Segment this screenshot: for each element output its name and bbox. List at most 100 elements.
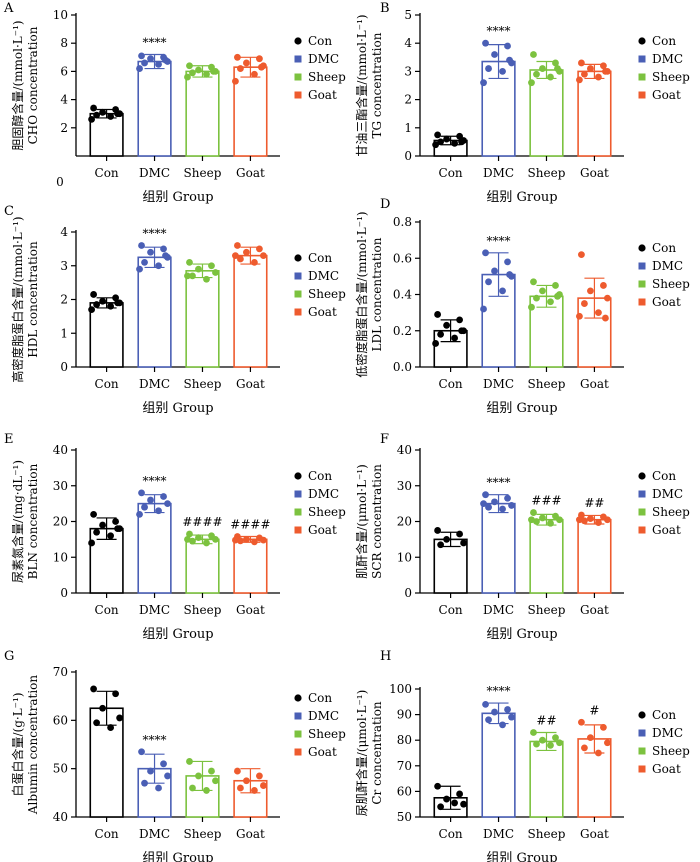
x-tick-label: Con [439,166,463,180]
data-point-goat [600,62,607,70]
data-point-sheep [189,784,196,792]
significance-label: ## [536,714,556,728]
data-point-sheep [539,287,546,295]
bar-sheep [185,270,220,368]
legend-label-goat: Goat [652,88,681,102]
data-point-sheep [552,282,559,289]
data-point-goat [587,65,594,72]
legend-marker-square [294,730,302,738]
data-point-dmc [138,242,145,249]
x-axis-title: 组别 Group [486,851,557,862]
bar-sheep [185,70,220,157]
data-point-con [458,138,465,146]
bar-goat [233,254,268,368]
x-axis-title: 组别 Group [142,401,213,416]
y-tick-label: 0.6 [393,251,412,265]
data-point-con [93,719,100,727]
y-tick-label: 70 [397,759,412,773]
chart-panel-e: E 0 10 20 30 40 尿素氮含量/(mg·dL⁻¹) BLN concentrati… [4,432,346,642]
y-tick-label: 8 [60,36,68,50]
data-point-sheep [184,272,191,280]
legend-label-sheep: Sheep [652,744,690,758]
y-tick-label: 6 [60,64,68,78]
x-tick-label: Con [439,377,463,391]
y-axis-title-en: CHO concentration [26,26,40,144]
data-point-goat [232,77,239,85]
y-tick-label: 0.8 [393,215,412,229]
y-tick-label: 10 [397,550,412,564]
data-point-con [437,803,444,811]
data-point-goat [595,73,602,81]
data-point-con [451,139,458,147]
data-point-con [443,795,450,803]
legend-marker-square [638,280,646,288]
significance-label: **** [143,227,167,241]
data-point-sheep [547,741,554,749]
y-axis-title-en: Albumin concentration [26,675,40,815]
y-tick-label: 20 [397,515,412,529]
data-point-sheep [212,269,219,276]
data-point-goat [595,519,602,526]
legend-label-con: Con [652,469,676,483]
y-axis-title-en: HDL concentration [26,241,40,358]
significance-label: # [589,703,599,717]
data-point-dmc [499,505,506,513]
data-point-dmc [141,503,148,511]
bar-dmc [137,256,172,368]
data-point-con [99,704,106,712]
x-tick-label: Goat [236,166,265,180]
y-tick-label: 0.0 [393,360,412,374]
data-point-con [107,532,114,540]
legend-marker-square [294,290,302,298]
data-point-dmc [136,65,143,72]
x-tick-label: Con [439,827,463,841]
bar-goat [233,66,268,157]
data-point-sheep [530,729,537,736]
y-tick-label: 2 [60,121,68,135]
data-point-goat [243,248,250,256]
significance-label: **** [143,474,167,488]
data-point-dmc [480,305,487,313]
y-axis-title-cn: 高密度脂蛋白含量/(mmol·L⁻¹) [10,216,25,382]
y-axis-title-en: Cr concentration [370,701,384,805]
panel-label: B [380,1,390,16]
x-tick-label: Goat [236,827,265,841]
data-point-con [99,108,106,116]
bar-sheep [529,740,564,818]
significance-label: ## [584,496,604,510]
data-point-dmc [155,784,162,792]
y-tick-label: 4 [60,225,68,239]
y-tick-label: 5 [404,8,412,22]
data-point-con [114,110,121,118]
significance-label: #### [230,518,270,532]
data-point-sheep [203,70,210,78]
data-point-dmc [491,51,498,58]
y-axis-title-cn: 尿肌酐含量/(μmol·L⁻¹) [354,690,369,817]
data-point-goat [587,515,594,523]
y-tick-label: 80 [397,733,412,747]
panel-label: E [4,432,14,447]
data-point-dmc [480,500,487,508]
y-tick-label: 4 [60,93,68,107]
x-tick-label: Goat [580,166,609,180]
data-point-goat [581,744,588,752]
legend-marker-square [294,308,302,316]
legend-marker-square [638,298,646,306]
y-axis-title-en: BLN concentration [26,463,40,579]
y-tick-label: 50 [397,810,412,824]
data-point-dmc [499,721,506,729]
data-point-goat [602,68,609,75]
legend-label-goat: Goat [652,762,681,776]
y-tick-label: 0.2 [393,324,412,338]
data-point-dmc [155,60,162,68]
bar-dmc [137,60,172,157]
y-tick-label: 40 [53,810,68,824]
data-point-goat [587,734,594,742]
data-point-con [432,340,439,347]
y-tick-label: 0 [404,149,412,163]
data-point-goat [578,251,585,259]
data-point-dmc [508,713,515,721]
data-point-goat [234,242,241,249]
legend-marker-square [638,73,646,81]
y-tick-label: 3 [60,259,68,273]
